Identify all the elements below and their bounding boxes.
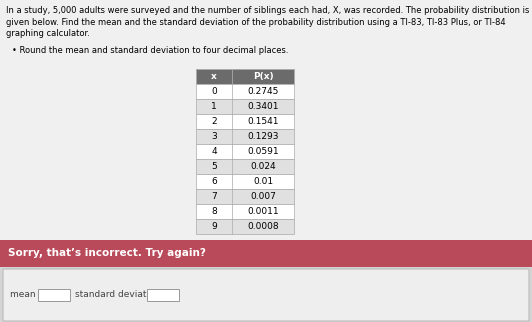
FancyBboxPatch shape xyxy=(3,269,529,321)
Text: 1: 1 xyxy=(211,102,217,111)
Text: 0: 0 xyxy=(211,87,217,96)
Text: given below. Find the mean and the standard deviation of the probability distrib: given below. Find the mean and the stand… xyxy=(6,17,505,26)
FancyBboxPatch shape xyxy=(196,84,294,99)
Text: 9: 9 xyxy=(211,222,217,231)
Text: 4: 4 xyxy=(211,147,217,156)
Text: • Round the mean and standard deviation to four decimal places.: • Round the mean and standard deviation … xyxy=(12,45,288,54)
Text: In a study, 5,000 adults were surveyed and the number of siblings each had, X, w: In a study, 5,000 adults were surveyed a… xyxy=(6,6,529,15)
Text: 0.1293: 0.1293 xyxy=(247,132,279,141)
FancyBboxPatch shape xyxy=(147,289,179,300)
FancyBboxPatch shape xyxy=(196,69,294,84)
FancyBboxPatch shape xyxy=(196,174,294,189)
Text: 0.007: 0.007 xyxy=(250,192,276,201)
Text: 0.01: 0.01 xyxy=(253,177,273,186)
Text: 7: 7 xyxy=(211,192,217,201)
Text: 0.0008: 0.0008 xyxy=(247,222,279,231)
Text: mean =: mean = xyxy=(10,290,46,299)
FancyBboxPatch shape xyxy=(0,240,532,267)
Text: Sorry, that’s incorrect. Try again?: Sorry, that’s incorrect. Try again? xyxy=(8,249,206,259)
FancyBboxPatch shape xyxy=(196,219,294,234)
FancyBboxPatch shape xyxy=(196,99,294,114)
FancyBboxPatch shape xyxy=(196,159,294,174)
Text: 5: 5 xyxy=(211,162,217,171)
Text: standard deviation =: standard deviation = xyxy=(75,290,171,299)
Text: 2: 2 xyxy=(211,117,217,126)
FancyBboxPatch shape xyxy=(196,129,294,144)
FancyBboxPatch shape xyxy=(0,0,532,240)
FancyBboxPatch shape xyxy=(196,204,294,219)
Text: 3: 3 xyxy=(211,132,217,141)
FancyBboxPatch shape xyxy=(196,189,294,204)
Text: 6: 6 xyxy=(211,177,217,186)
FancyBboxPatch shape xyxy=(0,267,532,322)
FancyBboxPatch shape xyxy=(196,114,294,129)
Text: 0.0591: 0.0591 xyxy=(247,147,279,156)
Text: 0.2745: 0.2745 xyxy=(247,87,279,96)
FancyBboxPatch shape xyxy=(196,144,294,159)
Text: 0.024: 0.024 xyxy=(250,162,276,171)
Text: P(x): P(x) xyxy=(253,72,273,81)
Text: x: x xyxy=(211,72,217,81)
Text: graphing calculator.: graphing calculator. xyxy=(6,29,90,38)
Text: 8: 8 xyxy=(211,207,217,216)
Text: 0.1541: 0.1541 xyxy=(247,117,279,126)
Text: 0.3401: 0.3401 xyxy=(247,102,279,111)
Text: 0.0011: 0.0011 xyxy=(247,207,279,216)
FancyBboxPatch shape xyxy=(38,289,70,300)
